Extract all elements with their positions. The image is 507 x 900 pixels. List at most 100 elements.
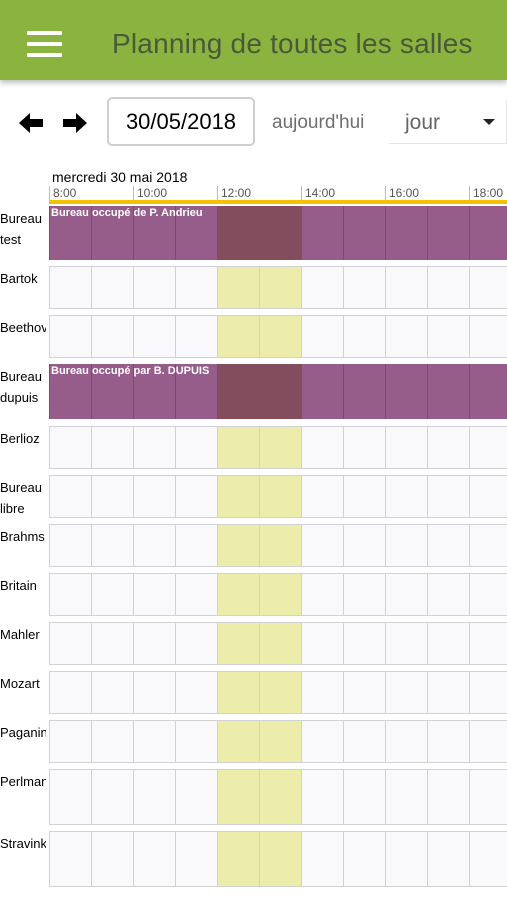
time-slot[interactable] xyxy=(343,672,385,713)
time-slot[interactable] xyxy=(385,316,427,357)
time-slot[interactable] xyxy=(91,525,133,566)
time-slot[interactable] xyxy=(175,574,217,615)
time-slot[interactable] xyxy=(385,623,427,664)
time-slot[interactable] xyxy=(217,672,259,713)
time-slot[interactable] xyxy=(175,316,217,357)
time-slot[interactable] xyxy=(175,623,217,664)
time-slot[interactable] xyxy=(343,267,385,308)
time-slot[interactable] xyxy=(49,770,91,824)
time-slot[interactable] xyxy=(133,721,175,762)
time-slot[interactable] xyxy=(259,267,301,308)
time-slot[interactable] xyxy=(175,672,217,713)
time-slot[interactable] xyxy=(427,770,469,824)
time-slot[interactable] xyxy=(91,623,133,664)
time-slot[interactable] xyxy=(49,832,91,886)
time-slot[interactable] xyxy=(385,427,427,468)
time-slot[interactable] xyxy=(469,623,507,664)
time-slot[interactable] xyxy=(385,770,427,824)
time-slot[interactable] xyxy=(49,525,91,566)
time-slot[interactable] xyxy=(469,476,507,517)
time-slot[interactable] xyxy=(49,721,91,762)
time-slot[interactable] xyxy=(133,316,175,357)
time-slot[interactable] xyxy=(49,427,91,468)
time-slot[interactable] xyxy=(217,267,259,308)
time-slot[interactable] xyxy=(175,721,217,762)
time-slot[interactable] xyxy=(259,525,301,566)
time-slot[interactable] xyxy=(175,770,217,824)
arrow-left-icon[interactable] xyxy=(18,110,44,136)
time-slot[interactable] xyxy=(301,574,343,615)
time-slot[interactable] xyxy=(469,721,507,762)
time-slot[interactable] xyxy=(343,427,385,468)
time-slot[interactable] xyxy=(259,623,301,664)
time-slot[interactable] xyxy=(175,427,217,468)
time-slot[interactable] xyxy=(427,267,469,308)
time-slot[interactable] xyxy=(259,832,301,886)
time-slot[interactable] xyxy=(427,574,469,615)
time-slot[interactable] xyxy=(133,267,175,308)
time-slot[interactable] xyxy=(427,525,469,566)
time-slot[interactable] xyxy=(259,770,301,824)
time-slot[interactable] xyxy=(301,267,343,308)
time-slot[interactable] xyxy=(427,316,469,357)
time-slot[interactable] xyxy=(91,770,133,824)
time-slot[interactable] xyxy=(133,623,175,664)
today-button[interactable]: aujourd'hui xyxy=(272,112,365,133)
time-slot[interactable] xyxy=(217,770,259,824)
time-slot[interactable] xyxy=(427,832,469,886)
time-slot[interactable] xyxy=(133,832,175,886)
time-slot[interactable] xyxy=(301,316,343,357)
time-slot[interactable] xyxy=(343,316,385,357)
time-slot[interactable] xyxy=(343,476,385,517)
time-slot[interactable] xyxy=(301,721,343,762)
time-slot[interactable] xyxy=(343,574,385,615)
time-slot[interactable] xyxy=(259,427,301,468)
time-slot[interactable] xyxy=(133,770,175,824)
time-slot[interactable] xyxy=(91,574,133,615)
time-slot[interactable] xyxy=(49,672,91,713)
time-slot[interactable] xyxy=(385,267,427,308)
time-slot[interactable] xyxy=(343,721,385,762)
time-slot[interactable] xyxy=(469,316,507,357)
time-slot[interactable] xyxy=(385,574,427,615)
time-slot[interactable] xyxy=(91,427,133,468)
time-slot[interactable] xyxy=(133,427,175,468)
time-slot[interactable] xyxy=(301,427,343,468)
time-slot[interactable] xyxy=(259,316,301,357)
time-slot[interactable] xyxy=(217,832,259,886)
time-slot[interactable] xyxy=(175,832,217,886)
time-slot[interactable] xyxy=(259,721,301,762)
time-slot[interactable] xyxy=(217,525,259,566)
time-slot[interactable] xyxy=(133,574,175,615)
arrow-right-icon[interactable] xyxy=(62,110,88,136)
time-slot[interactable] xyxy=(427,721,469,762)
time-slot[interactable] xyxy=(427,476,469,517)
time-slot[interactable] xyxy=(91,721,133,762)
time-slot[interactable] xyxy=(469,427,507,468)
time-slot[interactable] xyxy=(91,476,133,517)
time-slot[interactable] xyxy=(301,476,343,517)
time-slot[interactable] xyxy=(259,574,301,615)
time-slot[interactable] xyxy=(343,770,385,824)
time-slot[interactable] xyxy=(385,525,427,566)
time-slot[interactable] xyxy=(469,574,507,615)
time-slot[interactable] xyxy=(301,525,343,566)
time-slot[interactable] xyxy=(175,476,217,517)
time-slot[interactable] xyxy=(49,267,91,308)
time-slot[interactable] xyxy=(133,672,175,713)
time-slot[interactable] xyxy=(175,525,217,566)
time-slot[interactable] xyxy=(217,476,259,517)
time-slot[interactable] xyxy=(469,525,507,566)
time-slot[interactable] xyxy=(427,623,469,664)
time-slot[interactable] xyxy=(133,476,175,517)
booking-event[interactable]: Bureau occupé de P. Andrieu xyxy=(49,206,507,260)
time-slot[interactable] xyxy=(385,476,427,517)
date-input[interactable]: 30/05/2018 xyxy=(107,97,255,146)
time-slot[interactable] xyxy=(217,574,259,615)
time-slot[interactable] xyxy=(301,770,343,824)
time-slot[interactable] xyxy=(427,672,469,713)
time-slot[interactable] xyxy=(259,672,301,713)
time-slot[interactable] xyxy=(217,427,259,468)
time-slot[interactable] xyxy=(343,525,385,566)
time-slot[interactable] xyxy=(385,832,427,886)
